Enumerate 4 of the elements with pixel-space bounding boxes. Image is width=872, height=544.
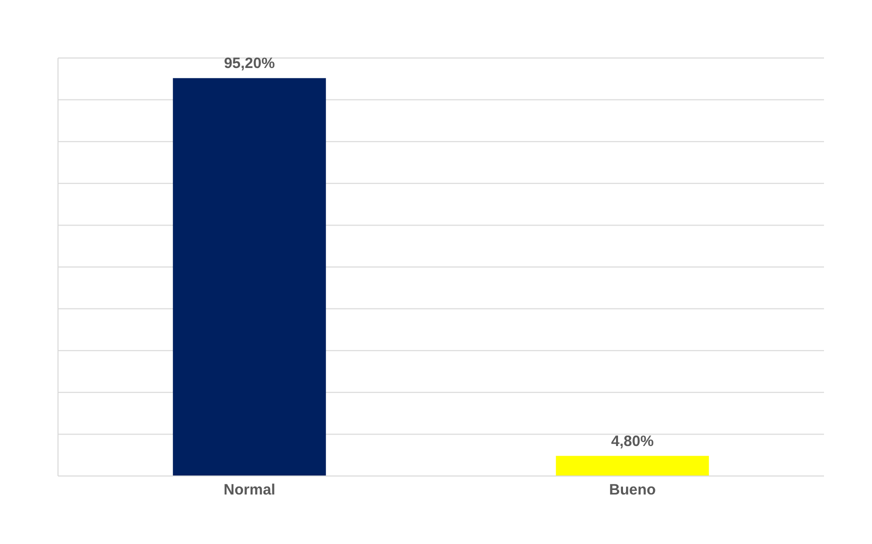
x-tick-label: Bueno — [609, 482, 656, 499]
x-tick-label: Normal — [224, 482, 276, 499]
data-label: 95,20% — [224, 55, 275, 72]
data-label: 4,80% — [611, 432, 654, 450]
